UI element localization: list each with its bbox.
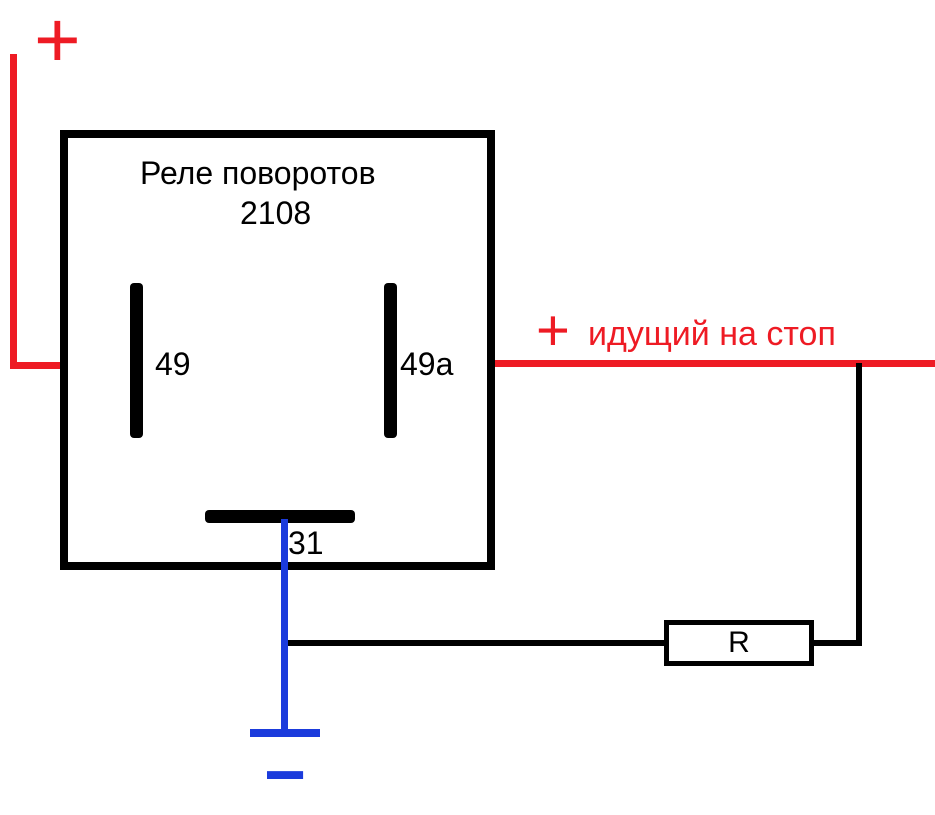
pin-49a-label: 49a [400, 346, 453, 383]
pin-49-label: 49 [155, 346, 191, 383]
wire-ground-vertical [281, 519, 288, 734]
pin-31-slot [205, 510, 355, 523]
resistor-label: R [728, 626, 750, 660]
plus-symbol-input: + [34, 0, 81, 80]
minus-symbol: − [264, 739, 306, 811]
output-label: идущий на стоп [588, 315, 836, 354]
wire-r-right-horizontal [810, 640, 862, 646]
pin-49-slot [130, 283, 143, 438]
resistor: R [664, 620, 814, 666]
wire-r-vertical [856, 363, 862, 646]
plus-symbol-output: + [536, 302, 570, 360]
relay-title-line1: Реле поворотов [140, 155, 376, 192]
pin-31-label: 31 [288, 525, 324, 562]
wire-r-left-horizontal [284, 640, 670, 646]
wire-plus-in-vertical [10, 54, 17, 369]
pin-49a-slot [384, 283, 397, 438]
diagram-canvas: + + идущий на стоп R Реле поворотов 2108… [0, 0, 935, 801]
relay-title-line2: 2108 [240, 195, 311, 232]
